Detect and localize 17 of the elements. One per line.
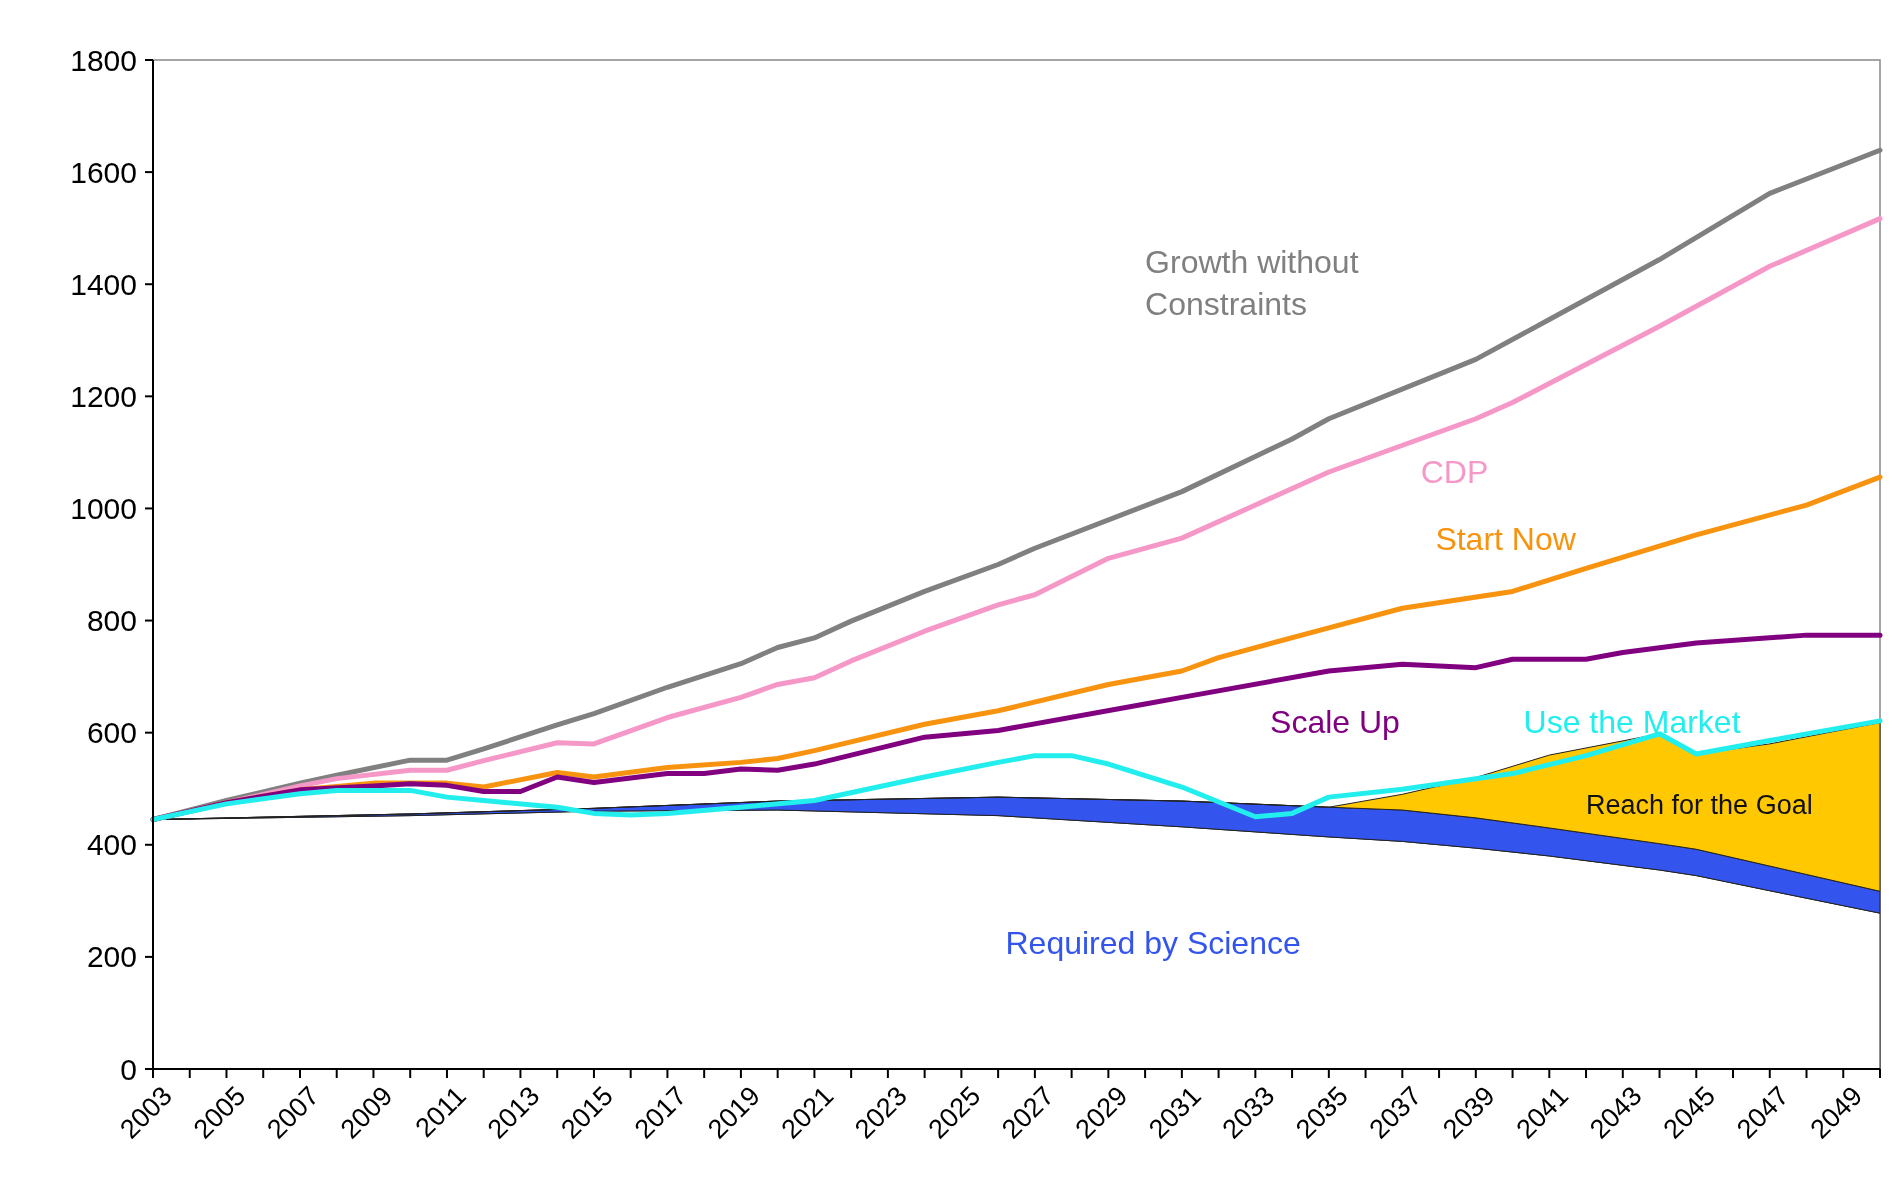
y-tick-label: 1000 <box>70 491 137 525</box>
y-tick-label: 600 <box>86 716 137 750</box>
y-tick-label: 1800 <box>70 43 137 77</box>
y-tick-label: 200 <box>86 940 137 974</box>
y-tick-label: 0 <box>120 1052 137 1086</box>
y-tick-label: 400 <box>86 828 137 862</box>
series-label: CDP <box>1420 454 1489 491</box>
series-label: Reach for the Goal <box>1586 789 1813 820</box>
text: Growth without Constraints <box>1145 244 1359 322</box>
series-label: Scale Up <box>1270 703 1400 740</box>
y-tick-label: 800 <box>86 604 137 638</box>
y-tick-label: 1200 <box>70 379 137 413</box>
y-tick-label: 1600 <box>70 155 137 189</box>
text: Required by Science <box>1005 925 1301 962</box>
series-label: Use the Market <box>1523 703 1741 740</box>
y-tick-label: 1400 <box>70 267 137 301</box>
series-label: Start Now <box>1435 521 1577 558</box>
